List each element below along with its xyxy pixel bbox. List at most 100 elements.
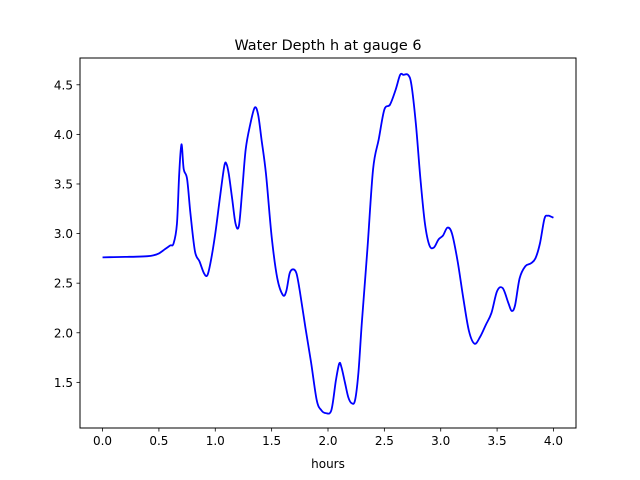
data-point	[305, 327, 306, 328]
data-point	[238, 225, 239, 226]
data-point	[235, 223, 236, 224]
data-point	[321, 410, 322, 411]
x-tick-label: 3.0	[431, 434, 450, 448]
data-point	[164, 249, 165, 250]
data-point	[403, 74, 404, 75]
data-point	[325, 413, 326, 414]
data-point	[210, 261, 211, 262]
data-point	[451, 233, 452, 234]
data-point	[226, 164, 227, 165]
data-point	[286, 291, 287, 292]
data-point	[124, 256, 125, 257]
data-point	[447, 227, 448, 228]
data-point	[136, 256, 137, 257]
data-point	[219, 198, 220, 199]
data-point	[544, 218, 545, 219]
data-point	[179, 173, 180, 174]
data-point	[420, 178, 421, 179]
data-point	[525, 266, 526, 267]
x-tick-label: 2.0	[318, 434, 337, 448]
data-point	[463, 297, 464, 298]
data-point	[153, 255, 154, 256]
data-point	[515, 304, 516, 305]
data-point	[147, 256, 148, 257]
data-point	[194, 251, 195, 252]
x-tick-label: 0.0	[93, 434, 112, 448]
data-point	[378, 139, 379, 140]
data-point	[502, 288, 503, 289]
data-point	[271, 236, 272, 237]
data-point	[519, 278, 520, 279]
data-point	[389, 104, 390, 105]
data-point	[245, 149, 246, 150]
data-point	[530, 263, 531, 264]
data-point	[339, 363, 340, 364]
data-point	[372, 169, 373, 170]
data-point	[411, 84, 412, 85]
x-tick-label: 2.5	[375, 434, 394, 448]
data-point	[316, 400, 317, 401]
x-axis-title: hours	[311, 457, 345, 471]
data-point	[354, 400, 355, 401]
data-point	[232, 198, 233, 199]
data-point	[170, 245, 171, 246]
data-point	[551, 216, 552, 217]
data-point	[407, 74, 408, 75]
data-point	[424, 223, 425, 224]
data-point	[299, 291, 300, 292]
data-point	[258, 114, 259, 115]
data-point	[250, 124, 251, 125]
data-point	[113, 256, 114, 257]
data-point	[181, 144, 182, 145]
x-tick-label: 4.0	[544, 434, 563, 448]
data-point	[203, 273, 204, 274]
data-point	[183, 169, 184, 170]
data-point	[480, 336, 481, 337]
data-point	[265, 173, 266, 174]
data-point	[508, 302, 509, 303]
data-point	[102, 257, 103, 258]
data-point	[190, 213, 191, 214]
data-point	[535, 258, 536, 259]
data-point	[176, 223, 177, 224]
data-point	[491, 312, 492, 313]
data-point	[474, 343, 475, 344]
y-tick-label: 2.0	[54, 326, 73, 340]
data-point	[358, 372, 359, 373]
data-point	[547, 215, 548, 216]
plot-line-layer	[102, 72, 554, 415]
chart-title: Water Depth h at gauge 6	[234, 38, 421, 54]
y-tick-label: 3.5	[54, 177, 73, 191]
data-point	[215, 233, 216, 234]
y-tick-label: 4.0	[54, 128, 73, 142]
data-point	[282, 294, 283, 295]
y-tick-label: 4.5	[54, 78, 73, 92]
x-tick-label: 1.5	[262, 434, 281, 448]
x-tick-label: 3.5	[488, 434, 507, 448]
data-point	[511, 310, 512, 311]
data-point	[351, 403, 352, 404]
data-point	[277, 278, 278, 279]
y-tick-label: 3.0	[54, 227, 73, 241]
data-point	[433, 247, 434, 248]
x-axis: 0.0 0.5 1.0 1.5 2.0 2.5 3.0 3.5 4.0	[93, 428, 563, 448]
y-tick-label: 2.5	[54, 277, 73, 291]
data-point	[384, 109, 385, 110]
data-point	[207, 275, 208, 276]
data-point	[553, 217, 554, 218]
data-point	[254, 107, 255, 108]
data-point	[289, 273, 290, 274]
data-point	[348, 397, 349, 398]
data-point	[310, 362, 311, 363]
data-point	[395, 89, 396, 90]
data-point	[186, 178, 187, 179]
data-point	[173, 243, 174, 244]
data-point	[242, 188, 243, 189]
data-point	[341, 367, 342, 368]
data-point	[344, 382, 345, 383]
data-point	[331, 410, 332, 411]
data-point	[296, 273, 297, 274]
y-tick-label: 1.5	[54, 376, 73, 390]
